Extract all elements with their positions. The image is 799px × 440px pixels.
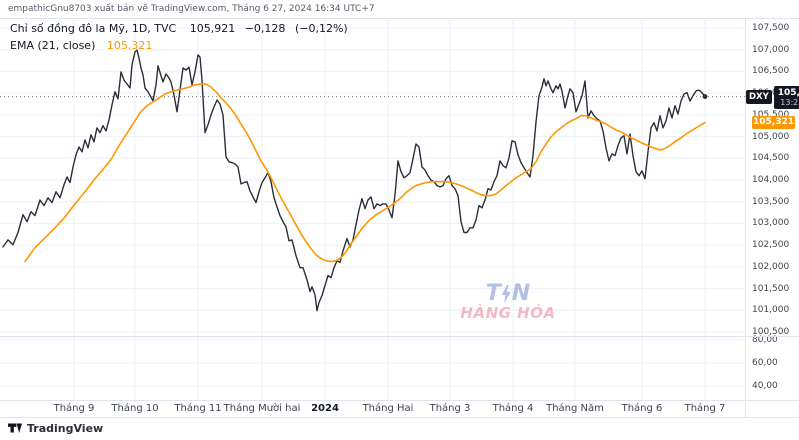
price-scale-tick: 104,500	[752, 153, 790, 164]
attribution-text: empathicGnu8703 xuất bản về TradingView.…	[8, 4, 375, 14]
badge-countdown: 13:25:40	[780, 97, 799, 107]
last-price-badge: DXY 105,921 13:25:40	[746, 85, 799, 109]
ema-price-badge: 105,321	[752, 115, 795, 129]
time-scale-tick: Tháng Hai	[362, 403, 414, 414]
sub-scale-tick: 60,00	[752, 358, 778, 368]
symbol-title: Chỉ số đồng đô la Mỹ, 1D, TVC	[10, 22, 177, 35]
time-scale-tick: Tháng 9	[53, 403, 95, 414]
time-axis-top-border	[0, 400, 799, 401]
time-scale-tick: Tháng Mười hai	[223, 403, 301, 414]
time-scale-tick: Tháng 11	[174, 403, 222, 414]
ema-value: 105,321	[106, 39, 153, 52]
header-divider	[0, 18, 799, 19]
time-scale-tick: 2024	[311, 403, 339, 414]
badge-price: 105,921	[777, 87, 799, 98]
price-scale-tick: 102,000	[752, 261, 790, 272]
legend-symbol-row[interactable]: Chỉ số đồng đô la Mỹ, 1D, TVC 105,921 −0…	[10, 21, 354, 36]
price-scale-tick: 100,500	[752, 327, 790, 337]
legend: Chỉ số đồng đô la Mỹ, 1D, TVC 105,921 −0…	[10, 21, 354, 55]
price-change-value: −0,128	[244, 22, 286, 35]
time-axis-bottom-border	[0, 417, 799, 418]
price-scale-tick: 107,500	[752, 23, 790, 33]
time-scale-tick: Tháng 4	[492, 403, 534, 414]
price-scale-tick: 101,500	[752, 283, 790, 294]
sub-scale-tick: 40,00	[752, 381, 778, 391]
time-scale-tick: Tháng 3	[429, 403, 471, 414]
price-scale-tick: 102,500	[752, 240, 790, 251]
ema-label: EMA (21, close)	[10, 39, 96, 52]
tradingview-logo-text: TradingView	[27, 421, 104, 435]
price-scale-tick: 103,500	[752, 196, 790, 207]
price-scale-tick: 105,500	[752, 109, 790, 120]
time-scale-tick: Tháng 7	[684, 403, 726, 414]
price-scale-tick: 107,000	[752, 44, 790, 55]
time-scale-tick: Tháng 10	[111, 403, 159, 414]
last-price-value: 105,921	[189, 22, 236, 35]
price-scale-tick: 101,000	[752, 305, 790, 316]
sub-scale-tick: 80,00	[752, 335, 778, 345]
time-scale-tick: Tháng 6	[621, 403, 663, 414]
price-scale-tick: 106,500	[752, 66, 790, 77]
tradingview-logo-icon	[8, 423, 22, 433]
price-scale-tick: 105,000	[752, 131, 790, 142]
price-scale-tick: 104,000	[752, 175, 790, 185]
pane-separator[interactable]	[0, 336, 799, 337]
tradingview-logo-link[interactable]: TradingView	[8, 421, 103, 435]
price-scale-tick: 103,000	[752, 218, 790, 229]
price-scale-border[interactable]	[745, 18, 746, 417]
legend-ema-row[interactable]: EMA (21, close) 105,321	[10, 38, 354, 53]
price-change-percent: (−0,12%)	[294, 22, 348, 35]
time-scale-tick: Tháng Năm	[546, 403, 604, 414]
symbol-badge: DXY	[746, 90, 772, 105]
